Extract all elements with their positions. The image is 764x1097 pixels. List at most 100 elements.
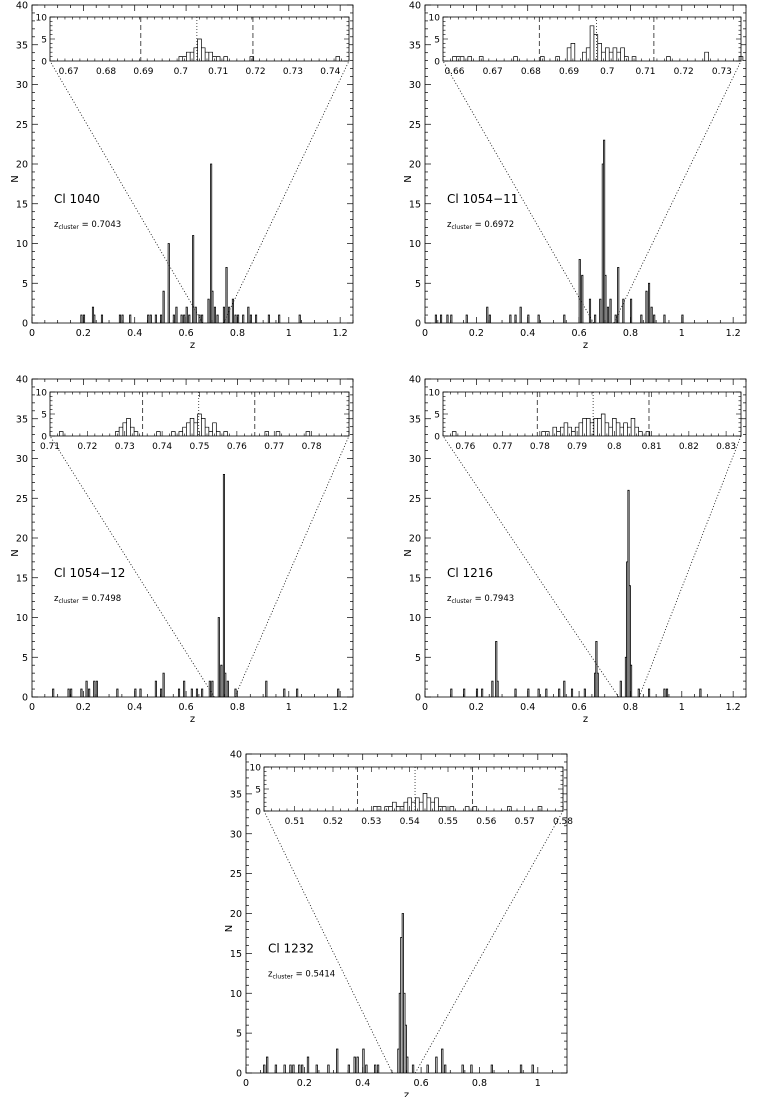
y-tick-label: 20: [409, 534, 421, 545]
inset-x-tick-label: 0.76: [227, 442, 247, 452]
cluster-name: Cl 1232: [268, 942, 314, 956]
inset-x-tick-label: 0.74: [152, 442, 172, 452]
z-subscript: cluster: [58, 224, 79, 231]
zoom-connector-left: [49, 60, 204, 324]
y-tick-label: 40: [16, 375, 28, 386]
y-tick-label: 30: [230, 829, 242, 840]
inset-y-tick-label: 5: [434, 411, 440, 421]
y-tick-label: 20: [409, 160, 421, 171]
y-tick-label: 35: [16, 40, 28, 51]
inset-x-tick-label: 0.54: [400, 817, 420, 827]
histogram-bars: [263, 913, 534, 1073]
inset-x-tick-label: 0.69: [133, 67, 153, 77]
x-tick-label: 0.8: [230, 328, 245, 339]
x-tick-label: 0: [243, 1078, 249, 1089]
z-symbol: z: [447, 220, 452, 230]
inset-x-tick-label: 0.73: [283, 67, 303, 77]
y-tick-label: 35: [16, 414, 28, 425]
x-axis-title: z: [583, 340, 588, 351]
z-equals: =: [293, 970, 306, 980]
zoom-connector-right: [638, 435, 742, 698]
inset-x-tick-label: 0.7: [600, 67, 614, 77]
cluster-name: Cl 1054−11: [447, 192, 518, 206]
x-tick-label: 1: [286, 702, 292, 713]
inset-x-tick-label: 0.56: [476, 817, 496, 827]
x-tick-label: 0.8: [230, 702, 245, 713]
inset-x-tick-label: 0.8: [607, 442, 622, 452]
x-tick-label: 0: [29, 328, 35, 339]
y-tick-label: 40: [409, 1, 421, 12]
inset-histogram-bars: [451, 413, 651, 436]
inset-histogram-bars: [372, 793, 543, 811]
z-equals: =: [472, 594, 485, 604]
cluster-redshift: zcluster = 0.5414: [268, 970, 335, 981]
inset-x-tick-label: 0.75: [189, 442, 209, 452]
inset-y-tick-label: 0: [255, 808, 261, 818]
inset-histogram-bars: [178, 38, 341, 61]
x-tick-label: 0.6: [179, 328, 194, 339]
y-axis-title: N: [10, 549, 21, 556]
y-tick-label: 30: [409, 80, 421, 91]
z-subscript: cluster: [272, 974, 293, 981]
y-tick-label: 25: [16, 120, 28, 131]
zoom-connector-right: [414, 810, 564, 1074]
zoom-connector-right: [234, 435, 350, 698]
zoom-connector-right: [613, 60, 742, 324]
inset-zoom: 0.67 0.68 0.69 0.7 0.71 0.72 0.73 0.74 0 5 10: [36, 14, 350, 77]
inset-x-tick-label: 0.67: [59, 67, 79, 77]
z-subscript: cluster: [451, 598, 472, 605]
inset-x-tick-label: 0.53: [361, 817, 381, 827]
x-tick-label: 1: [679, 328, 685, 339]
x-tick-label: 0.6: [572, 702, 587, 713]
x-tick-label: 0.6: [572, 328, 587, 339]
x-tick-label: 1: [535, 1078, 541, 1089]
inset-y-tick-label: 0: [434, 433, 440, 443]
x-tick-label: 1.2: [726, 702, 741, 713]
z-equals: =: [472, 220, 485, 230]
y-tick-label: 15: [409, 199, 421, 210]
x-tick-label: 0.2: [469, 702, 484, 713]
z-symbol: z: [54, 594, 59, 604]
inset-x-tick-label: 0.77: [493, 442, 513, 452]
y-tick-label: 0: [22, 693, 28, 704]
y-tick-label: 20: [16, 160, 28, 171]
x-tick-label: 0.2: [297, 1078, 312, 1089]
y-tick-label: 5: [22, 279, 28, 290]
z-value: 0.7498: [91, 594, 121, 604]
inset-x-tick-label: 0.57: [515, 817, 535, 827]
y-tick-label: 25: [409, 120, 421, 131]
x-tick-label: 1.2: [726, 328, 741, 339]
y-tick-label: 15: [16, 199, 28, 210]
inset-x-tick-label: 0.78: [302, 442, 322, 452]
inset-x-tick-label: 0.68: [521, 67, 541, 77]
y-tick-label: 25: [16, 494, 28, 505]
z-subscript: cluster: [451, 224, 472, 231]
histogram-bars: [434, 139, 684, 323]
x-tick-label: 1.2: [333, 702, 348, 713]
x-tick-label: 0.6: [414, 1078, 429, 1089]
inset-x-tick-label: 0.74: [320, 67, 340, 77]
cluster-name: Cl 1216: [447, 566, 493, 580]
inset-zoom: 0.51 0.52 0.53 0.54 0.55 0.56 0.57 0.58 0 5 10: [250, 764, 574, 828]
inset-x-tick-label: 0.52: [323, 817, 343, 827]
y-tick-label: 35: [409, 414, 421, 425]
cluster-name: Cl 1054−12: [54, 566, 125, 580]
x-tick-label: 0.8: [623, 328, 638, 339]
y-tick-label: 35: [409, 40, 421, 51]
inset-x-tick-label: 0.69: [559, 67, 579, 77]
inset-y-tick-label: 0: [41, 433, 47, 443]
inset-y-tick-label: 5: [41, 411, 47, 421]
x-axis-title: z: [404, 1090, 409, 1097]
z-equals: =: [79, 220, 92, 230]
inset-x-tick-label: 0.72: [246, 67, 266, 77]
inset-y-tick-label: 10: [36, 14, 48, 24]
y-tick-label: 30: [16, 80, 28, 91]
x-tick-label: 0.8: [472, 1078, 487, 1089]
cluster-name: Cl 1040: [54, 192, 100, 206]
y-tick-label: 15: [16, 573, 28, 584]
x-tick-label: 0.2: [76, 702, 91, 713]
y-tick-label: 40: [409, 375, 421, 386]
cluster-redshift: zcluster = 0.7498: [54, 594, 121, 605]
